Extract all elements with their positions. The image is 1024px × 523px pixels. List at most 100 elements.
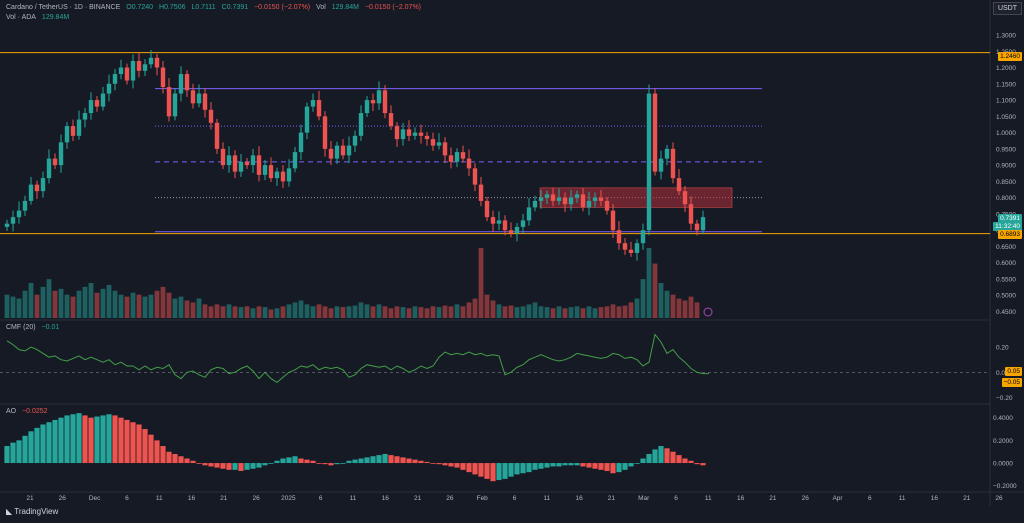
ao-bar <box>616 463 622 473</box>
volume-bar <box>358 302 364 318</box>
volume-bar <box>454 304 460 318</box>
volume-bar <box>658 283 664 318</box>
volume-bar <box>286 304 292 318</box>
candle-body <box>4 223 10 227</box>
ao-bar <box>640 458 646 464</box>
level-tag-low: 0.6893 <box>998 230 1022 239</box>
volume-bar <box>166 292 172 318</box>
volume-bar <box>88 283 94 318</box>
candle-body <box>412 132 418 136</box>
candle-body <box>232 155 238 172</box>
volume-bar <box>184 300 190 318</box>
candle-body <box>550 194 556 201</box>
candle-body <box>508 230 514 234</box>
ao-tick-label: −0.2000 <box>993 483 1017 490</box>
volume-bar <box>526 304 532 318</box>
ao-bar <box>136 424 142 464</box>
time-tick-label: Mar <box>638 495 650 502</box>
volume-bar <box>418 307 424 318</box>
ao-bar <box>226 463 232 470</box>
ao-bar <box>346 460 352 464</box>
candle-body <box>148 57 154 65</box>
price-tick-label: 1.2000 <box>996 65 1016 72</box>
chart-header: Cardano / TetherUS · 1D · BINANCE O0.724… <box>6 4 425 11</box>
ao-bar <box>442 463 448 466</box>
candle-body <box>76 119 82 136</box>
ao-bar <box>298 458 304 464</box>
candle-body <box>112 74 118 84</box>
ao-legend: AO −0.0252 <box>6 408 52 415</box>
volume-bar <box>484 294 490 318</box>
ao-bar <box>178 456 184 464</box>
ao-bar <box>508 463 514 477</box>
volume-bar <box>532 302 538 318</box>
candle-body <box>484 200 490 218</box>
ao-bar <box>250 463 256 469</box>
ao-bar <box>46 422 52 464</box>
volume-bar <box>448 306 454 318</box>
ao-bar <box>454 463 460 468</box>
candle-body <box>58 142 64 166</box>
volume-bar <box>130 292 136 318</box>
price-tick-label: 0.8500 <box>996 179 1016 186</box>
ao-bar <box>232 463 238 470</box>
candle-body <box>640 230 646 244</box>
volume-bar <box>412 306 418 318</box>
candle-body <box>124 67 130 81</box>
volume-bar <box>634 298 640 318</box>
ao-bar <box>478 463 484 477</box>
candle-body <box>16 210 22 218</box>
ao-bar <box>292 456 298 464</box>
volume-bar <box>238 307 244 318</box>
volume-bar <box>220 306 226 318</box>
volume-bar <box>694 302 700 318</box>
volume-bar <box>598 307 604 318</box>
currency-button[interactable]: USDT <box>992 2 1022 15</box>
ao-bar <box>28 431 34 464</box>
volume-bar <box>46 279 52 318</box>
candle-body <box>670 148 676 179</box>
price-tick-label: 1.1500 <box>996 81 1016 88</box>
ao-bar <box>688 460 694 464</box>
ao-bar <box>496 463 502 481</box>
time-tick-label: Dec <box>89 495 101 502</box>
candle-body <box>538 197 544 201</box>
candle-body <box>184 74 190 91</box>
ao-bar <box>334 463 340 465</box>
time-tick-label: 21 <box>220 495 228 502</box>
time-tick-label: 21 <box>26 495 34 502</box>
candle-body <box>280 171 286 182</box>
candle-body <box>502 220 508 231</box>
volume-bar <box>10 296 16 318</box>
ao-bar <box>10 442 16 464</box>
volume-bar <box>70 296 76 318</box>
price-tick-label: 0.6000 <box>996 260 1016 267</box>
ao-bar <box>664 448 670 464</box>
volume-bar <box>460 306 466 318</box>
volume-bar <box>196 298 202 318</box>
ohlc-open: O0.7240 <box>126 4 154 11</box>
candle-body <box>304 106 310 133</box>
candle-body <box>616 230 622 244</box>
ao-bar <box>52 419 58 464</box>
ao-bar <box>670 451 676 464</box>
ao-bar <box>214 463 220 468</box>
candle-body <box>586 200 592 208</box>
price-tick-label: 0.9500 <box>996 146 1016 153</box>
ao-bar <box>364 457 370 464</box>
volume-bar <box>340 307 346 318</box>
volume-bar <box>490 300 496 318</box>
volume-bar <box>652 263 658 318</box>
volume-bar <box>670 294 676 318</box>
tradingview-logo[interactable]: ◣ TradingView <box>6 507 58 516</box>
ao-bar <box>70 414 76 464</box>
ao-bar <box>220 463 226 469</box>
volume-bar <box>346 306 352 318</box>
volume-bar <box>556 306 562 318</box>
candle-body <box>286 168 292 182</box>
ao-bar <box>430 463 436 464</box>
ao-bar <box>388 455 394 464</box>
candle-body <box>514 226 520 234</box>
